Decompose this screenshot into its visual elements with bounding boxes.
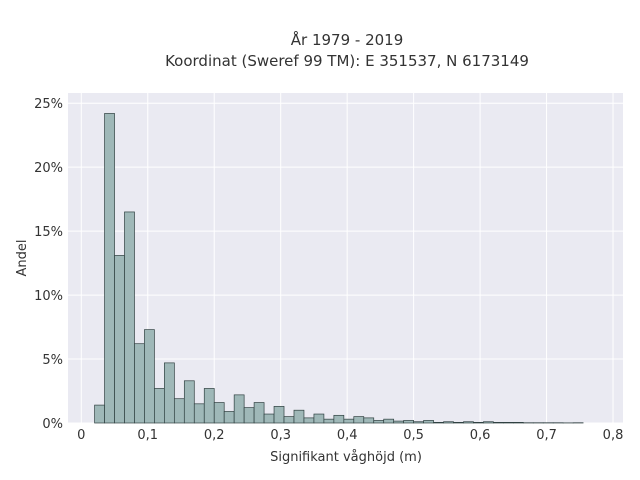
histogram-bar-13 [223,411,235,424]
histogram-bar-30 [393,420,405,424]
histogram-bar-26 [353,416,365,424]
y-tick-label-0: 0% [42,417,63,432]
histogram-bar-7 [164,362,175,424]
x-axis-label: Signifikant våghöjd (m) [270,450,422,465]
histogram-bar-9 [183,380,195,424]
x-tick-label-2: 0,2 [204,428,225,443]
x-tick-label-0: 0 [77,428,85,443]
x-tick-label-4: 0,4 [337,428,358,443]
histogram-bar-33 [423,420,434,424]
histogram-bar-32 [413,421,424,424]
histogram-bar-27 [363,417,375,424]
y-axis-label: Andel [15,240,30,277]
x-tick-label-1: 0,1 [137,428,158,443]
histogram-bar-15 [243,407,255,424]
histogram-bar-23 [323,418,335,424]
x-axis-ticks: 0 0,1 0,2 0,3 0,4 0,5 0,6 0,7 0,8 [77,428,623,443]
chart-title-line-2: Koordinat (Sweref 99 TM): E 351537, N 61… [165,52,529,70]
histogram-bar-11 [203,388,215,424]
plot-area [68,93,623,423]
histogram-bar-6 [154,388,165,424]
y-tick-label-3: 15% [34,225,63,240]
histogram-bar-18 [273,406,285,424]
histogram-bar-35 [443,421,454,424]
x-tick-label-8: 0,8 [603,428,624,443]
x-tick-label-6: 0,6 [470,428,491,443]
y-tick-label-4: 20% [34,161,63,176]
histogram-bar-3 [124,211,135,424]
histogram-bar-20 [293,409,305,424]
histogram-bar-1 [104,113,115,424]
x-tick-label-3: 0,3 [270,428,291,443]
histogram-bar-8 [173,398,185,424]
histogram-bar-0 [94,404,105,424]
histogram-bar-22 [313,413,325,424]
histogram-bar-24 [333,414,345,424]
y-tick-label-2: 10% [34,289,63,304]
histogram-bar-25 [343,418,355,424]
y-axis-ticks: 0% 5% 10% 15% 20% 25% [34,97,63,432]
y-tick-label-5: 25% [34,97,63,112]
histogram-bar-34 [433,422,444,424]
histogram-bar-40 [493,422,504,424]
histogram-bar-37 [463,421,474,424]
histogram-bar-42 [512,422,524,424]
histogram-bar-19 [283,416,295,424]
histogram-bar-31 [403,420,414,424]
histogram-bar-29 [383,418,395,424]
histogram-bar-5 [144,329,155,424]
x-tick-label-5: 0,5 [403,428,424,443]
histogram-bar-10 [193,403,205,424]
histogram-bar-16 [253,402,265,424]
histogram-bar-38 [473,422,484,424]
x-tick-label-7: 0,7 [536,428,557,443]
histogram-bar-28 [373,420,385,424]
histogram-bar-4 [134,343,145,424]
histogram-bar-2 [114,255,125,424]
y-tick-label-1: 5% [42,353,63,368]
histogram-bar-21 [303,417,315,424]
histogram-bar-36 [453,422,464,424]
histogram-bar-17 [263,413,275,424]
histogram-bar-14 [233,394,245,424]
histogram-bar-12 [213,402,225,424]
histogram-bars [94,113,584,424]
histogram-bar-41 [503,422,514,424]
histogram-bar-39 [483,421,494,424]
chart-title-line-1: År 1979 - 2019 [291,30,404,49]
